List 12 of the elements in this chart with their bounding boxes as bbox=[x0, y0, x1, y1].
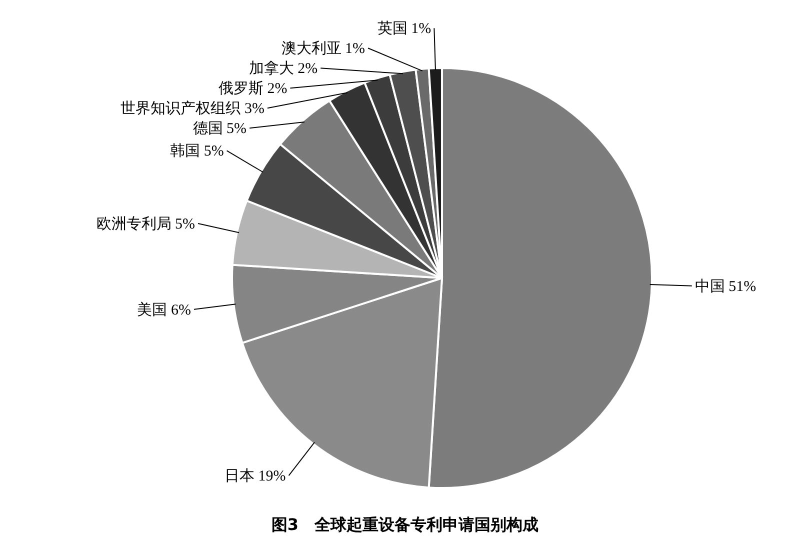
slice-label: 日本 19% bbox=[224, 468, 286, 485]
slice-label: 世界知识产权组织 3% bbox=[120, 100, 264, 118]
slice-label: 英国 1% bbox=[377, 20, 432, 38]
slice-label: 韩国 5% bbox=[170, 142, 224, 160]
text: 图3 全球起重设备专利申请国别构成 bbox=[271, 515, 539, 534]
slice-label: 俄罗斯 2% bbox=[218, 80, 288, 98]
slice-label: 美国 6% bbox=[137, 301, 191, 318]
slice-label: 中国 51% bbox=[694, 278, 756, 295]
slice-label: 澳大利亚 1% bbox=[281, 40, 366, 58]
slice-label: 德国 5% bbox=[192, 121, 247, 138]
slice-label: 欧洲专利局 5% bbox=[96, 215, 196, 232]
slice-label: 加拿大 2% bbox=[248, 60, 318, 78]
